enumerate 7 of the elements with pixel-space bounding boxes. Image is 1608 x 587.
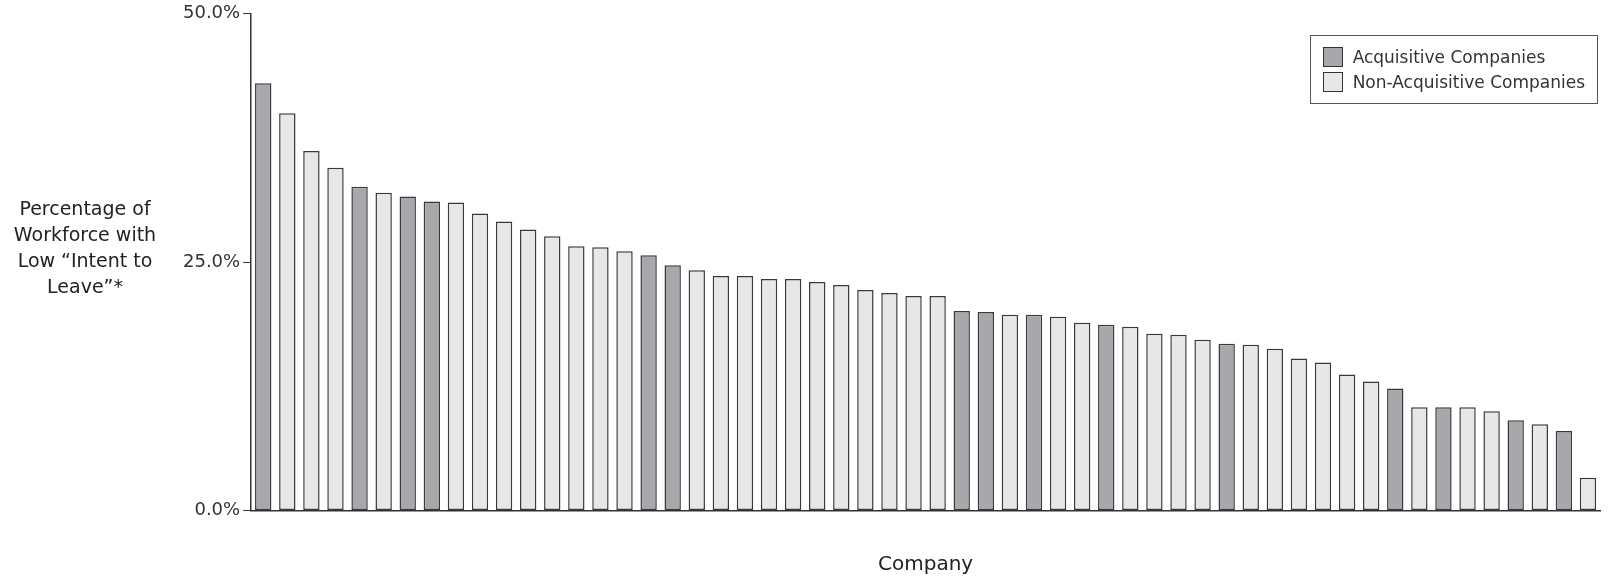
y-tick-label: 25.0% (182, 249, 241, 271)
y-tick-label: 50.0% (182, 1, 241, 23)
y-tick-label: 0.0% (194, 498, 241, 520)
y-axis-title: Percentage of Workforce with Low “Intent to Leave”* (12, 196, 158, 299)
legend-label: Acquisitive Companies (1352, 47, 1546, 67)
legend-label: Non-Acquisitive Companies (1352, 72, 1585, 92)
x-axis-title: Company (878, 551, 974, 576)
